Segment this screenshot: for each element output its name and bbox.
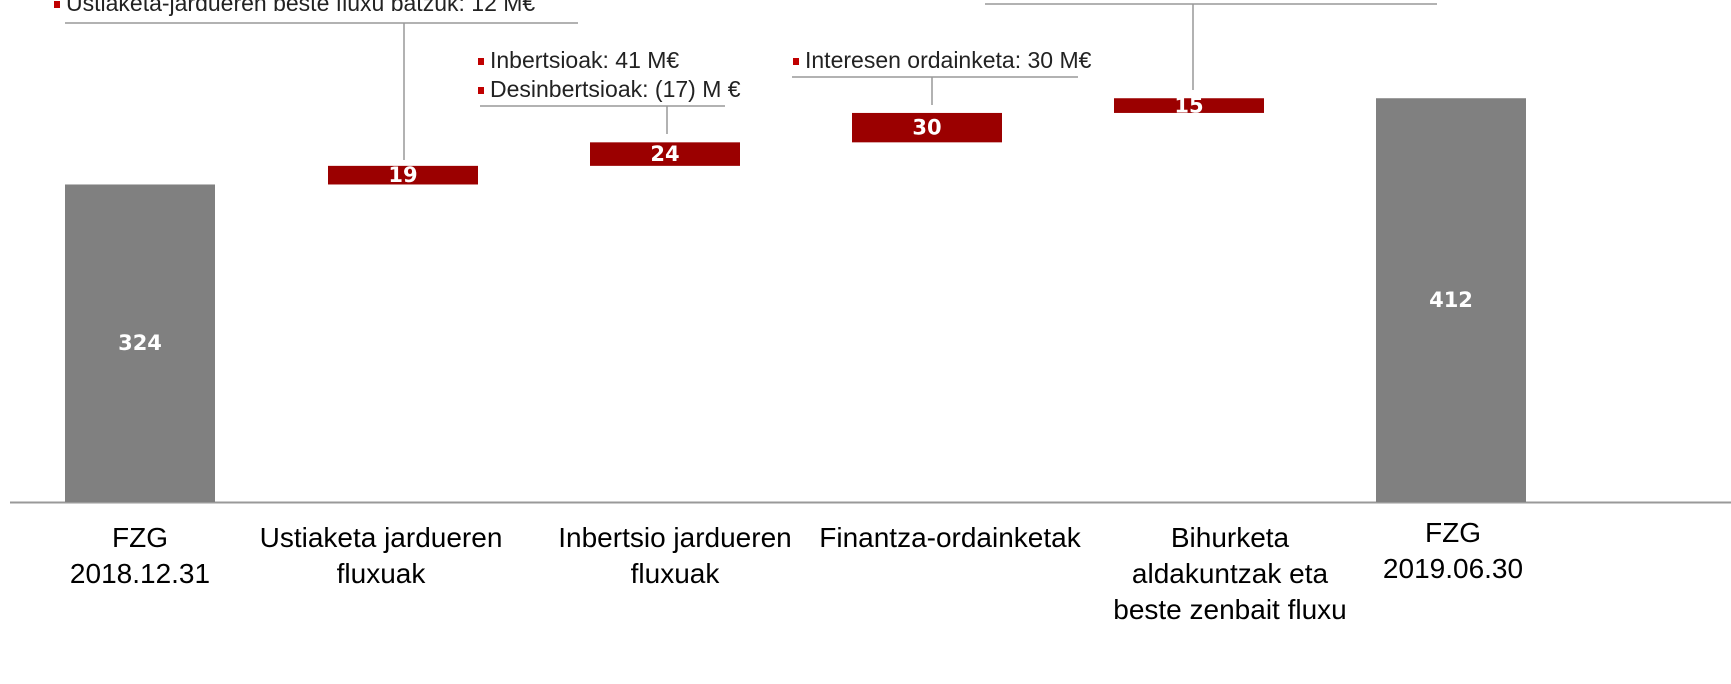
value-label: 324 xyxy=(118,331,162,355)
brackets xyxy=(65,3,1437,160)
bar xyxy=(65,184,215,503)
bracket xyxy=(792,76,1078,105)
bracket xyxy=(480,105,725,134)
x-tick-label: Finantza-ordainketak xyxy=(819,522,1081,553)
annotation: Interesen ordainketa: 30 M€ xyxy=(805,47,1092,73)
value-label: 30 xyxy=(912,116,941,140)
bracket xyxy=(65,22,578,160)
x-tick-label: FZG 2018.12.31 xyxy=(69,522,211,589)
annotation: Desinbertsioak: (17) M € xyxy=(490,76,741,102)
bullet xyxy=(793,58,799,65)
bar xyxy=(1376,98,1526,503)
x-tick-label: Ustiaketa jardueren fluxuak xyxy=(259,522,503,589)
bar xyxy=(328,165,478,185)
value-label: 412 xyxy=(1429,288,1473,312)
value-label: 15 xyxy=(1174,94,1203,118)
bar xyxy=(590,142,740,166)
bracket xyxy=(985,3,1437,90)
value-label: 19 xyxy=(388,163,417,187)
bar xyxy=(1114,98,1264,113)
bar xyxy=(852,112,1002,143)
x-tick-label: FZG 2019.06.30 xyxy=(1382,517,1524,584)
bullet xyxy=(478,58,484,65)
bullet xyxy=(478,87,484,94)
annotation: Ustiaketa-jardueren beste fluxu batzuk: … xyxy=(66,0,535,16)
annotation: Inbertsioak: 41 M€ xyxy=(490,47,679,73)
value-label: 24 xyxy=(650,142,679,166)
x-tick-label: Inbertsio jardueren fluxuak xyxy=(558,522,792,589)
bullet xyxy=(54,1,60,8)
x-tick-label: Bihurketa aldakuntzak eta beste zenbait … xyxy=(1113,522,1347,625)
